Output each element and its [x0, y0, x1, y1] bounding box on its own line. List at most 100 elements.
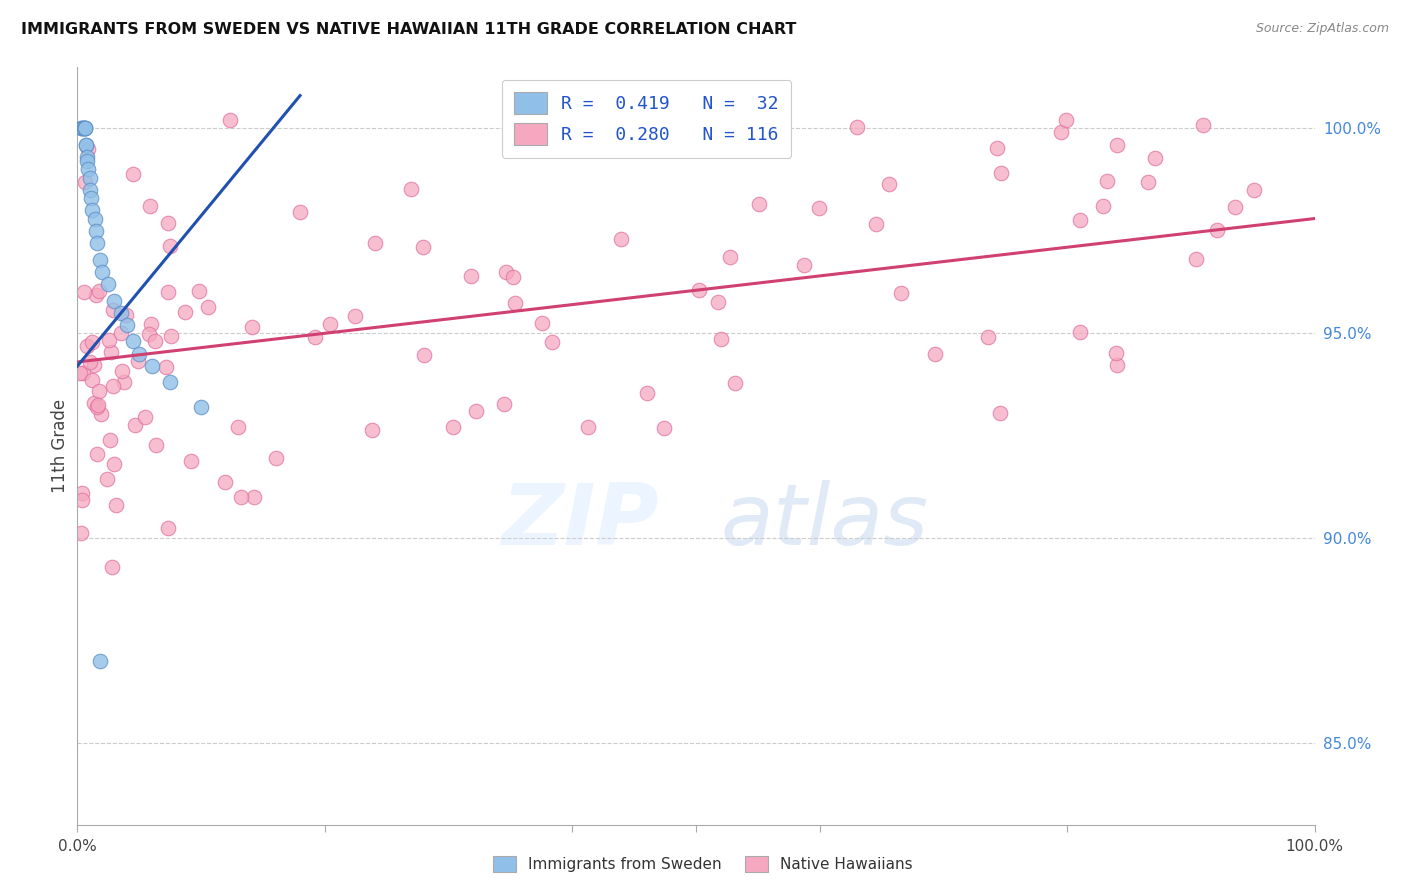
Point [160, 329, 183, 343]
Point [87, 285, 110, 299]
Point [364, 236, 387, 251]
Point [86, 236, 108, 251]
Point [70, 121, 93, 136]
Point [1206, 222, 1229, 236]
Point [86, 447, 108, 461]
Point [503, 296, 526, 310]
Point [537, 113, 560, 128]
Point [1137, 175, 1160, 189]
Point [90, 408, 112, 422]
Point [70, 493, 93, 508]
Point [986, 140, 1008, 154]
Point [173, 305, 195, 319]
Point [226, 420, 249, 434]
Point [229, 491, 252, 505]
Point [73, 121, 96, 136]
Point [1091, 199, 1114, 213]
Point [139, 199, 162, 213]
Point [1054, 113, 1077, 128]
Point [413, 348, 436, 362]
Point [70, 486, 93, 500]
Point [412, 240, 434, 254]
Point [100, 559, 122, 574]
Point [748, 197, 770, 211]
Point [502, 270, 524, 285]
Text: ZIP: ZIP [501, 480, 659, 564]
Point [399, 181, 422, 195]
Point [360, 424, 382, 438]
Point [1105, 346, 1128, 360]
Point [86, 400, 108, 414]
Point [80, 191, 103, 205]
Point [89, 384, 111, 399]
Point [138, 327, 160, 342]
Point [180, 454, 202, 468]
Point [197, 300, 219, 314]
Point [990, 166, 1012, 180]
Point [82, 335, 104, 350]
Point [877, 178, 900, 192]
Point [76, 339, 98, 353]
Point [495, 265, 517, 279]
Point [122, 334, 145, 349]
Point [654, 421, 676, 435]
Point [156, 216, 179, 230]
Point [79, 183, 101, 197]
Point [84, 224, 107, 238]
Point [159, 376, 181, 390]
Point [218, 113, 240, 128]
Point [77, 162, 100, 177]
Point [103, 379, 125, 393]
Point [115, 308, 138, 322]
Point [243, 490, 266, 504]
Point [127, 353, 149, 368]
Point [83, 396, 105, 410]
Point [988, 406, 1011, 420]
Text: atlas: atlas [721, 480, 929, 564]
Point [343, 309, 366, 323]
Point [464, 404, 486, 418]
Point [134, 410, 156, 425]
Point [1143, 151, 1166, 165]
Point [79, 170, 101, 185]
Point [977, 330, 1000, 344]
Point [76, 142, 98, 156]
Point [240, 319, 263, 334]
Point [530, 316, 553, 330]
Point [865, 217, 887, 231]
Point [76, 154, 98, 169]
Point [1107, 359, 1129, 373]
Point [72, 121, 94, 136]
Point [91, 265, 114, 279]
Point [266, 451, 288, 466]
Point [636, 386, 658, 401]
Point [793, 258, 815, 272]
Point [318, 317, 340, 331]
Point [100, 345, 122, 359]
Point [112, 375, 135, 389]
Point [110, 306, 132, 320]
Point [143, 334, 166, 348]
Point [103, 302, 125, 317]
Point [157, 285, 180, 299]
Point [1069, 325, 1091, 339]
Point [139, 317, 162, 331]
Point [155, 359, 177, 374]
Point [441, 419, 464, 434]
Point [492, 397, 515, 411]
Point [72, 366, 94, 380]
Point [111, 364, 134, 378]
Point [1105, 137, 1128, 152]
Point [1069, 212, 1091, 227]
Point [707, 294, 730, 309]
Point [103, 457, 125, 471]
Point [83, 358, 105, 372]
Point [1192, 118, 1215, 132]
Text: IMMIGRANTS FROM SWEDEN VS NATIVE HAWAIIAN 11TH GRADE CORRELATION CHART: IMMIGRANTS FROM SWEDEN VS NATIVE HAWAIIA… [21, 22, 796, 37]
Point [75, 137, 97, 152]
Point [190, 400, 212, 414]
Point [156, 521, 179, 535]
Point [807, 201, 830, 215]
Point [188, 284, 211, 298]
Point [290, 205, 312, 219]
